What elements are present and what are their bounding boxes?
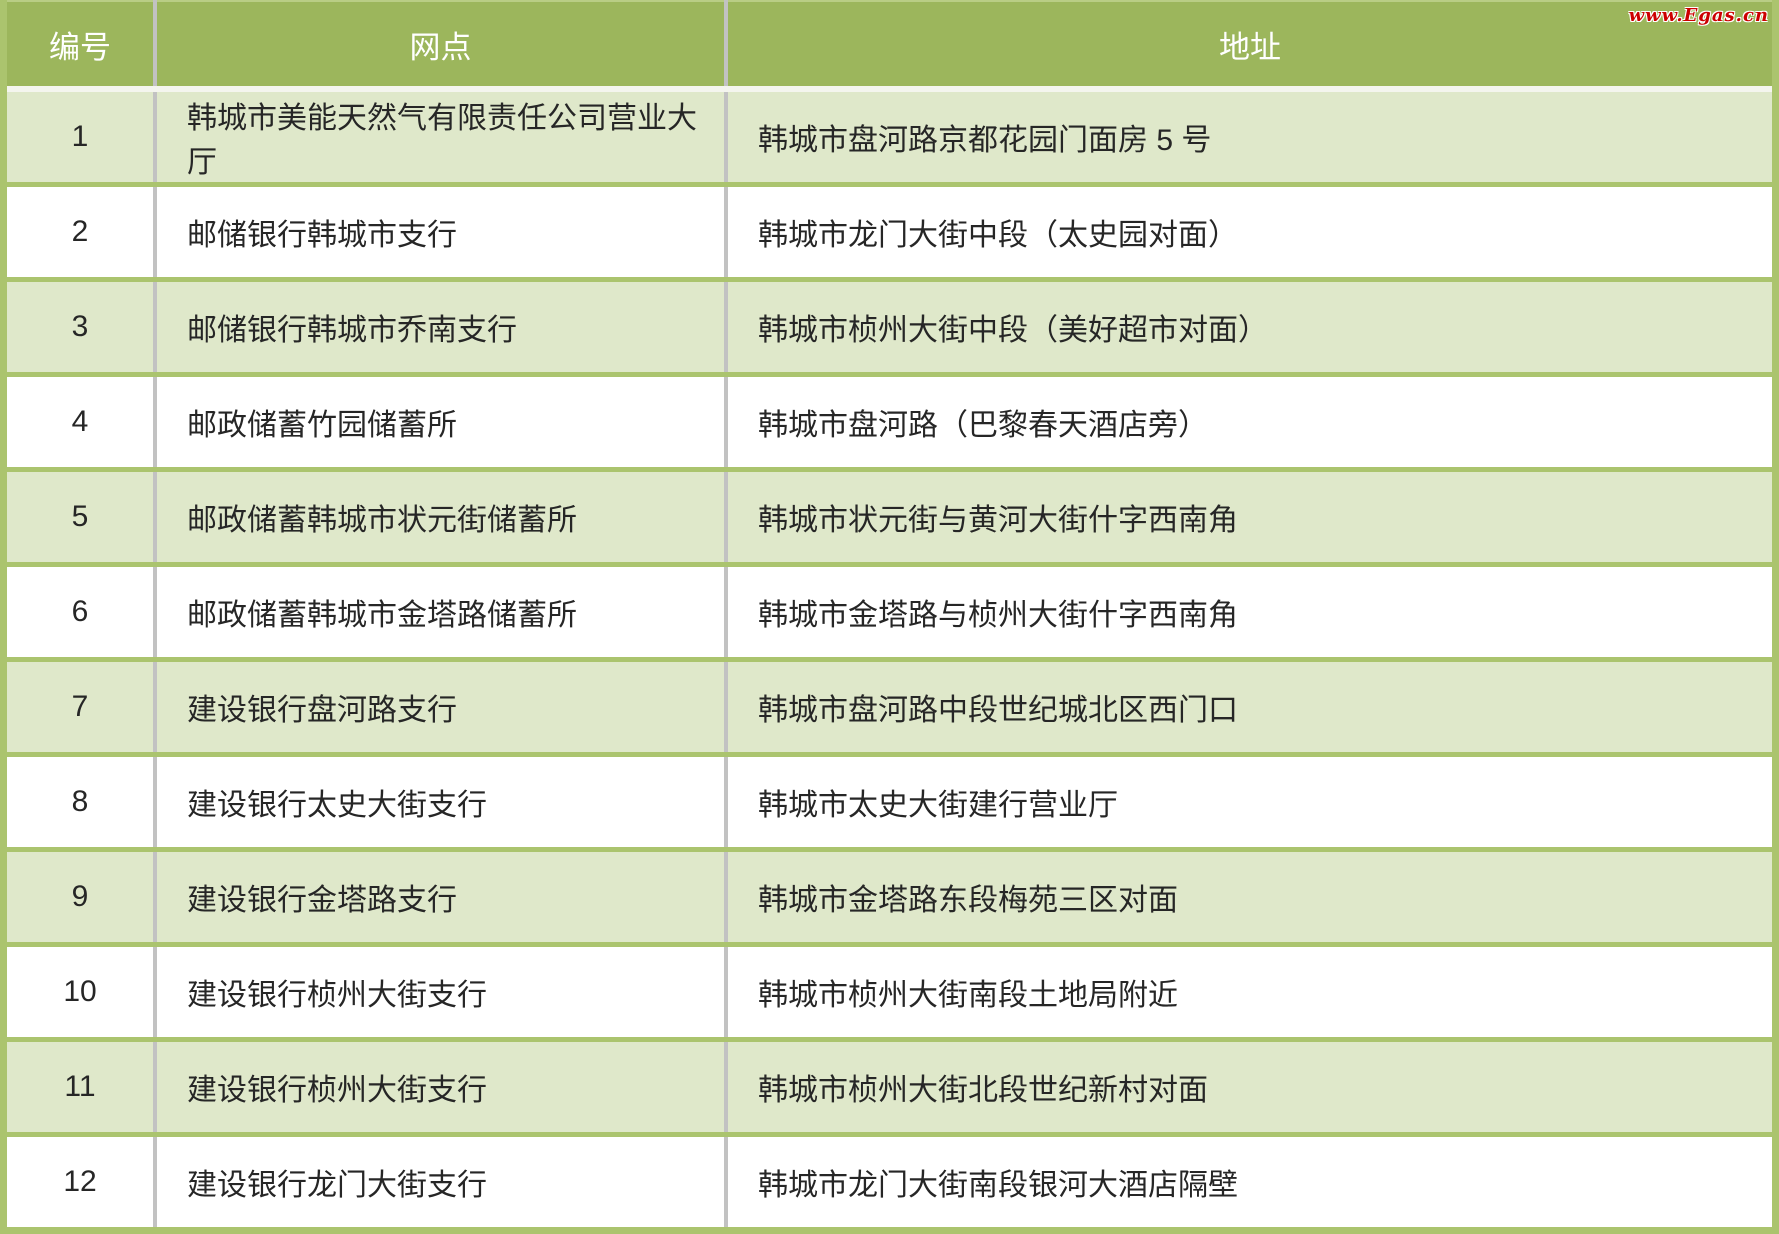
row-number: 1 xyxy=(7,86,155,185)
branch-name: 邮政储蓄韩城市状元街储蓄所 xyxy=(153,467,726,565)
branch-address: 韩城市龙门大街南段银河大酒店隔壁 xyxy=(724,1132,1772,1227)
row-number: 5 xyxy=(7,467,155,565)
table-row: 9 建设银行金塔路支行 韩城市金塔路东段梅苑三区对面 xyxy=(7,847,1772,945)
branch-table: 编号 网点 地址 1 韩城市美能天然气有限责任公司营业大厅 韩城市盘河路京都花园… xyxy=(7,0,1772,1227)
table-row: 7 建设银行盘河路支行 韩城市盘河路中段世纪城北区西门口 xyxy=(7,657,1772,755)
table-row: 10 建设银行桢州大街支行 韩城市桢州大街南段土地局附近 xyxy=(7,942,1772,1040)
branch-name: 韩城市美能天然气有限责任公司营业大厅 xyxy=(153,86,726,185)
branch-name: 建设银行盘河路支行 xyxy=(153,657,726,755)
branch-address: 韩城市状元街与黄河大街什字西南角 xyxy=(724,467,1772,565)
table-row: 11 建设银行桢州大街支行 韩城市桢州大街北段世纪新村对面 xyxy=(7,1037,1772,1135)
row-number: 7 xyxy=(7,657,155,755)
table-header: 编号 网点 地址 xyxy=(7,0,1772,89)
table-row: 6 邮政储蓄韩城市金塔路储蓄所 韩城市金塔路与桢州大街什字西南角 xyxy=(7,562,1772,660)
row-number: 3 xyxy=(7,277,155,375)
branch-name: 建设银行桢州大街支行 xyxy=(153,942,726,1040)
branch-address: 韩城市金塔路与桢州大街什字西南角 xyxy=(724,562,1772,660)
branch-name: 建设银行桢州大街支行 xyxy=(153,1037,726,1135)
branch-name: 建设银行金塔路支行 xyxy=(153,847,726,945)
table-row: 2 邮储银行韩城市支行 韩城市龙门大街中段（太史园对面） xyxy=(7,182,1772,280)
row-number: 10 xyxy=(7,942,155,1040)
row-number: 9 xyxy=(7,847,155,945)
branch-address: 韩城市桢州大街中段（美好超市对面） xyxy=(724,277,1772,375)
row-number: 11 xyxy=(7,1037,155,1135)
row-number: 2 xyxy=(7,182,155,280)
row-number: 12 xyxy=(7,1132,155,1227)
col-header-branch: 网点 xyxy=(153,0,726,89)
branch-name: 建设银行龙门大街支行 xyxy=(153,1132,726,1227)
branch-address: 韩城市盘河路（巴黎春天酒店旁） xyxy=(724,372,1772,470)
site-watermark: www.Egas.cn xyxy=(1628,5,1769,26)
branch-name: 建设银行太史大街支行 xyxy=(153,752,726,850)
branch-address: 韩城市金塔路东段梅苑三区对面 xyxy=(724,847,1772,945)
branch-name: 邮储银行韩城市乔南支行 xyxy=(153,277,726,375)
table-row: 5 邮政储蓄韩城市状元街储蓄所 韩城市状元街与黄河大街什字西南角 xyxy=(7,467,1772,565)
branch-address: 韩城市桢州大街北段世纪新村对面 xyxy=(724,1037,1772,1135)
row-number: 4 xyxy=(7,372,155,470)
branch-name: 邮政储蓄韩城市金塔路储蓄所 xyxy=(153,562,726,660)
branch-address: 韩城市盘河路中段世纪城北区西门口 xyxy=(724,657,1772,755)
row-number: 8 xyxy=(7,752,155,850)
table-row: 4 邮政储蓄竹园储蓄所 韩城市盘河路（巴黎春天酒店旁） xyxy=(7,372,1772,470)
table-row: 8 建设银行太史大街支行 韩城市太史大街建行营业厅 xyxy=(7,752,1772,850)
branch-name: 邮储银行韩城市支行 xyxy=(153,182,726,280)
table-body: 1 韩城市美能天然气有限责任公司营业大厅 韩城市盘河路京都花园门面房 5 号 2… xyxy=(7,86,1772,1227)
branch-address: 韩城市桢州大街南段土地局附近 xyxy=(724,942,1772,1040)
col-header-number: 编号 xyxy=(7,0,155,89)
branch-address: 韩城市盘河路京都花园门面房 5 号 xyxy=(724,86,1772,185)
row-number: 6 xyxy=(7,562,155,660)
col-header-address: 地址 xyxy=(724,0,1772,89)
table-row: 3 邮储银行韩城市乔南支行 韩城市桢州大街中段（美好超市对面） xyxy=(7,277,1772,375)
branch-address: 韩城市龙门大街中段（太史园对面） xyxy=(724,182,1772,280)
table-row: 12 建设银行龙门大街支行 韩城市龙门大街南段银河大酒店隔壁 xyxy=(7,1132,1772,1227)
table-row: 1 韩城市美能天然气有限责任公司营业大厅 韩城市盘河路京都花园门面房 5 号 xyxy=(7,86,1772,185)
branch-name: 邮政储蓄竹园储蓄所 xyxy=(153,372,726,470)
branch-address: 韩城市太史大街建行营业厅 xyxy=(724,752,1772,850)
header-row: 编号 网点 地址 xyxy=(7,0,1772,89)
